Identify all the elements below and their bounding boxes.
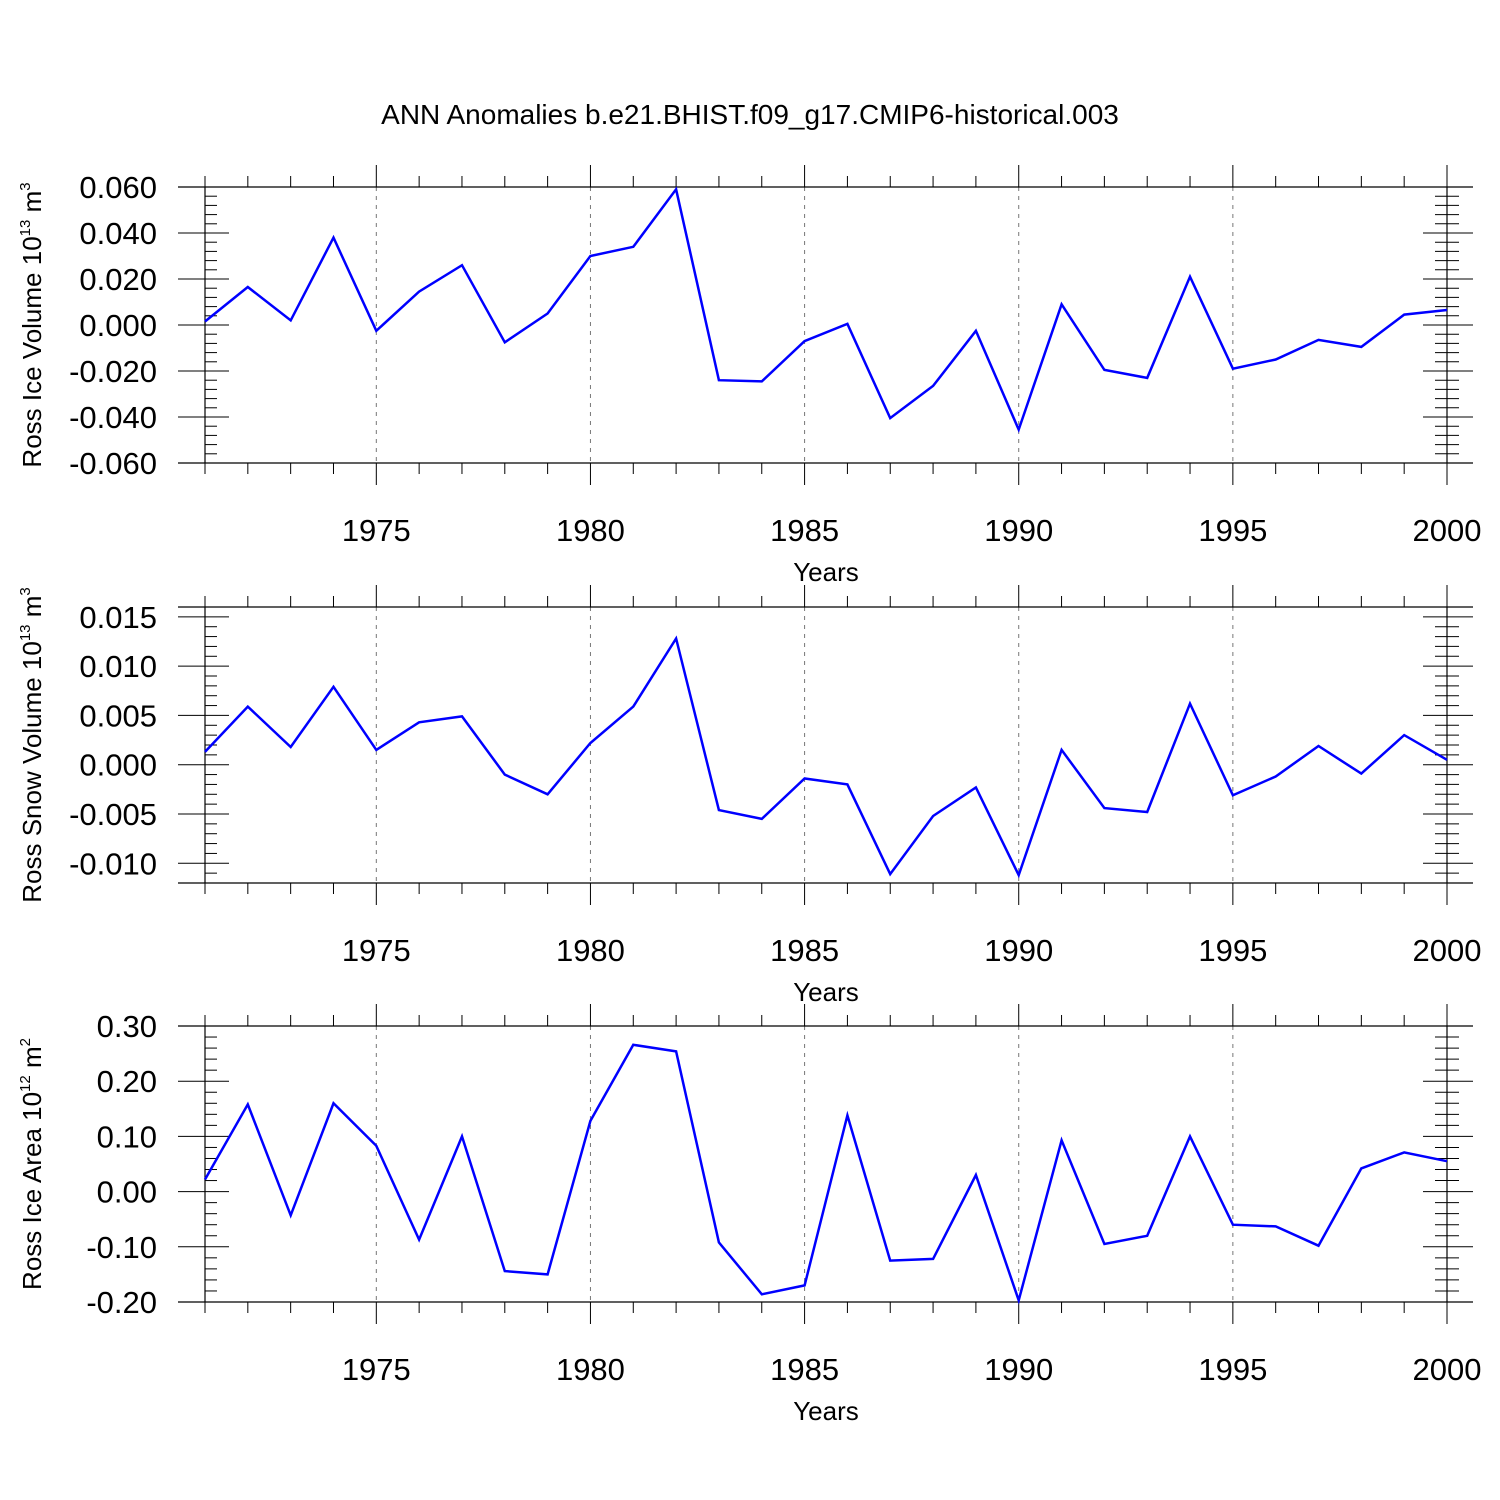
y-tick-label: 0.015 <box>79 600 157 635</box>
y-tick-label: 0.020 <box>79 262 157 297</box>
y-tick-label: 0.30 <box>97 1009 157 1044</box>
x-tick-label: 1990 <box>984 513 1053 548</box>
y-tick-label: 0.010 <box>79 649 157 684</box>
y-tick-label: 0.040 <box>79 216 157 251</box>
y-tick-label: 0.060 <box>79 170 157 205</box>
x-tick-label: 1995 <box>1198 933 1267 968</box>
y-tick-label: 0.10 <box>97 1119 157 1154</box>
y-tick-label: 0.000 <box>79 308 157 343</box>
y-tick-label: -0.040 <box>69 400 157 435</box>
panel-3: -0.20 -0.10 0.00 0.10 0.20 0.30 1975 1980 1985 19… <box>17 1004 1481 1426</box>
y-tick-label: -0.060 <box>69 446 157 481</box>
x-tick-label: 1980 <box>556 1352 625 1387</box>
x-tick-label: 1990 <box>984 1352 1053 1387</box>
panel-1: -0.060 -0.040 -0.020 0.000 0.020 0.040 0.060 19… <box>17 165 1481 587</box>
x-tick-label: 1975 <box>342 933 411 968</box>
x-axis-label: Years <box>793 977 859 1007</box>
y-axis-label-unit: m <box>17 191 47 220</box>
x-tick-label: 1985 <box>770 513 839 548</box>
y-axis-label-unit-exponent: 2 <box>17 1038 34 1046</box>
x-tick-label: 1990 <box>984 933 1053 968</box>
y-axis-label: Ross Ice Volume 1013 m3 <box>17 182 47 467</box>
x-axis-label: Years <box>793 1396 859 1426</box>
x-tick-label: 2000 <box>1413 933 1482 968</box>
y-axis-label: Ross Ice Area 1012 m2 <box>17 1038 47 1290</box>
y-axis-label: Ross Snow Volume 1013 m3 <box>17 587 47 903</box>
x-tick-label: 1995 <box>1198 1352 1267 1387</box>
y-tick-label: 0.00 <box>97 1175 157 1210</box>
x-tick-label: 1985 <box>770 933 839 968</box>
y-axis-label-exponent: 12 <box>17 1075 34 1092</box>
x-tick-label: 2000 <box>1413 513 1482 548</box>
y-tick-label: -0.10 <box>86 1230 157 1265</box>
y-tick-label: -0.010 <box>69 846 157 881</box>
y-axis-label-text: Ross Ice Area 10 <box>17 1092 47 1290</box>
x-tick-label: 1985 <box>770 1352 839 1387</box>
x-tick-label: 1975 <box>342 513 411 548</box>
y-axis-label-exponent: 13 <box>17 624 34 641</box>
y-axis-label-unit: m <box>17 596 47 625</box>
y-axis-label-exponent: 13 <box>17 220 34 237</box>
x-tick-label: 1980 <box>556 933 625 968</box>
y-tick-label: -0.20 <box>86 1285 157 1320</box>
y-axis-label-unit: m <box>17 1046 47 1075</box>
series-line <box>204 186 1448 434</box>
x-tick-label: 1975 <box>342 1352 411 1387</box>
x-tick-label: 1995 <box>1198 513 1267 548</box>
y-tick-label: 0.005 <box>79 698 157 733</box>
chart-title: ANN Anomalies b.e21.BHIST.f09_g17.CMIP6-… <box>381 99 1119 130</box>
y-tick-label: 0.000 <box>79 748 157 783</box>
y-tick-label: -0.005 <box>69 797 157 832</box>
y-axis-label-text: Ross Snow Volume 10 <box>17 641 47 903</box>
x-tick-label: 2000 <box>1413 1352 1482 1387</box>
y-tick-label: 0.20 <box>97 1064 157 1099</box>
y-axis-label-unit-exponent: 3 <box>17 182 34 190</box>
y-axis-label-unit-exponent: 3 <box>17 587 34 595</box>
x-axis-label: Years <box>793 557 859 587</box>
y-axis-label-text: Ross Ice Volume 10 <box>17 236 47 467</box>
y-tick-label: -0.020 <box>69 354 157 389</box>
series-line <box>203 1043 1448 1305</box>
x-tick-label: 1980 <box>556 513 625 548</box>
panel-2: -0.010 -0.005 0.000 0.005 0.010 0.015 1975 1980… <box>17 585 1481 1007</box>
series-line <box>204 635 1448 879</box>
